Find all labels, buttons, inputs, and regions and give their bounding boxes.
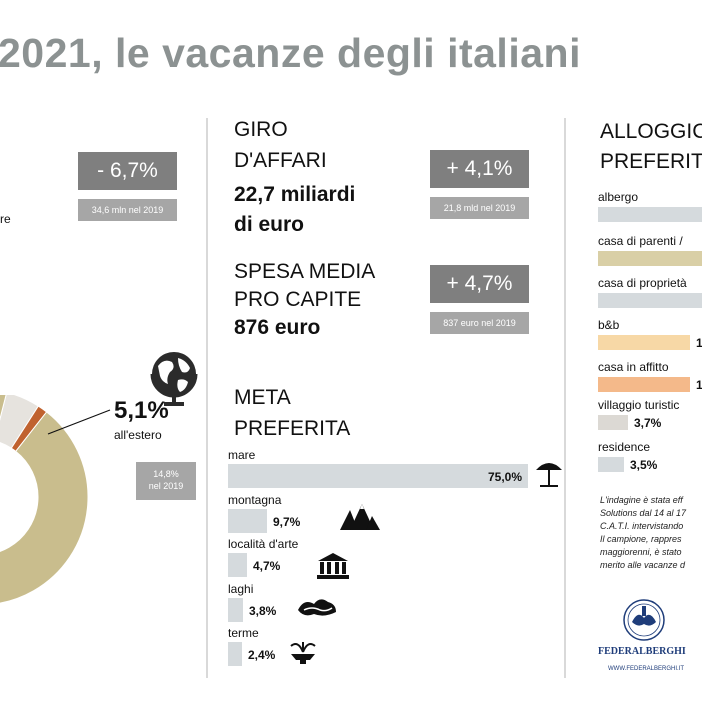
mountains-icon <box>340 504 380 530</box>
meta-bar-value: 75,0% <box>488 470 523 484</box>
abroad-percentage: 5,1% <box>114 397 169 424</box>
survey-note-line: merito alle vacanze d <box>600 560 686 570</box>
spesa-media-heading-2: PRO CAPITE <box>234 288 362 311</box>
page-title: 2021, le vacanze degli italiani <box>0 30 581 76</box>
abroad-2019-badge: 14,8% nel 2019 <box>136 462 196 500</box>
alloggio-bar <box>598 377 690 392</box>
spesa-media-2019-badge: 837 euro nel 2019 <box>430 312 529 334</box>
survey-note-line: L'indagine è stata eff <box>600 495 683 505</box>
alloggio-value: 1 <box>696 336 702 350</box>
beach-umbrella-icon <box>536 463 562 487</box>
meta-bar <box>228 598 243 622</box>
travelers-2019-badge: 34,6 mln nel 2019 <box>78 199 177 221</box>
meta-bar-value: 3,8% <box>249 604 277 618</box>
globe-icon <box>150 352 198 406</box>
alloggio-bar <box>598 335 690 350</box>
federalberghi-logo-name: FEDERALBERGHI <box>598 646 686 657</box>
alloggio-label: casa di proprietà <box>598 276 687 290</box>
lake-icon <box>298 599 336 616</box>
survey-note: L'indagine è stata eff Solutions dal 14 … <box>600 494 686 572</box>
donut-segment <box>0 395 89 604</box>
alloggio-label: residence <box>598 440 651 454</box>
truncated-label: re <box>0 212 11 226</box>
survey-note-line: C.A.T.I. intervistando <box>600 521 684 531</box>
fountain-icon <box>290 642 316 664</box>
travelers-change-badge: - 6,7% <box>78 152 177 190</box>
survey-note-line: Solutions dal 14 al 17 <box>600 508 687 518</box>
alloggio-label: villaggio turistic <box>598 398 680 412</box>
alloggio-bar <box>598 293 702 308</box>
giro-affari-2019-badge: 21,8 mld nel 2019 <box>430 197 529 219</box>
alloggio-label: casa di parenti / <box>598 234 683 248</box>
column-divider-1 <box>206 118 208 678</box>
alloggio-bar <box>598 457 624 472</box>
abroad-pointer-line <box>47 409 111 435</box>
meta-bar-value: 9,7% <box>273 515 301 529</box>
meta-bar <box>228 553 247 577</box>
alloggio-label: casa in affitto <box>598 360 669 374</box>
meta-bar-label: località d'arte <box>228 537 299 551</box>
spesa-media-heading-1: SPESA MEDIA <box>234 260 376 283</box>
survey-note-line: Il campione, rappres <box>600 534 682 544</box>
meta-bar-label: laghi <box>228 582 254 596</box>
temple-icon <box>317 553 349 579</box>
meta-bar-label: mare <box>228 448 256 462</box>
alloggio-value: 3,7% <box>634 416 662 430</box>
federalberghi-url: WWW.FEDERALBERGHI.IT <box>608 666 685 672</box>
giro-affari-heading-2: D'AFFARI <box>234 149 327 172</box>
giro-affari-heading-1: GIRO <box>234 118 288 141</box>
meta-bar <box>228 509 267 533</box>
destination-donut-chart <box>0 395 89 604</box>
alloggio-label: albergo <box>598 190 639 204</box>
alloggio-heading-1: ALLOGGIC <box>600 120 702 143</box>
giro-affari-value-1: 22,7 miliardi <box>234 183 356 206</box>
meta-bar <box>228 464 528 488</box>
meta-bar-value: 2,4% <box>248 648 276 662</box>
meta-preferita-heading-2: PREFERITA <box>234 417 351 440</box>
meta-bar-label: terme <box>228 626 259 640</box>
alloggio-value: 1 <box>696 378 702 392</box>
alloggio-bar <box>598 207 702 222</box>
meta-bar-label: montagna <box>228 493 282 507</box>
alloggio-bar <box>598 415 628 430</box>
meta-bar <box>228 642 242 666</box>
alloggio-bar <box>598 251 702 266</box>
column-divider-2 <box>564 118 566 678</box>
alloggio-label: b&b <box>598 318 620 332</box>
giro-affari-value-2: di euro <box>234 213 305 236</box>
meta-bar-value: 4,7% <box>253 559 281 573</box>
survey-note-line: maggiorenni, è stato <box>600 547 682 557</box>
spesa-media-change-badge: + 4,7% <box>430 265 529 303</box>
federalberghi-logo-icon <box>623 599 665 641</box>
abroad-label: all'estero <box>114 428 162 442</box>
spesa-media-value: 876 euro <box>234 316 321 339</box>
alloggio-heading-2: PREFERITC <box>600 150 702 173</box>
giro-affari-change-badge: + 4,1% <box>430 150 529 188</box>
meta-preferita-heading-1: META <box>234 386 291 409</box>
alloggio-value: 3,5% <box>630 458 658 472</box>
